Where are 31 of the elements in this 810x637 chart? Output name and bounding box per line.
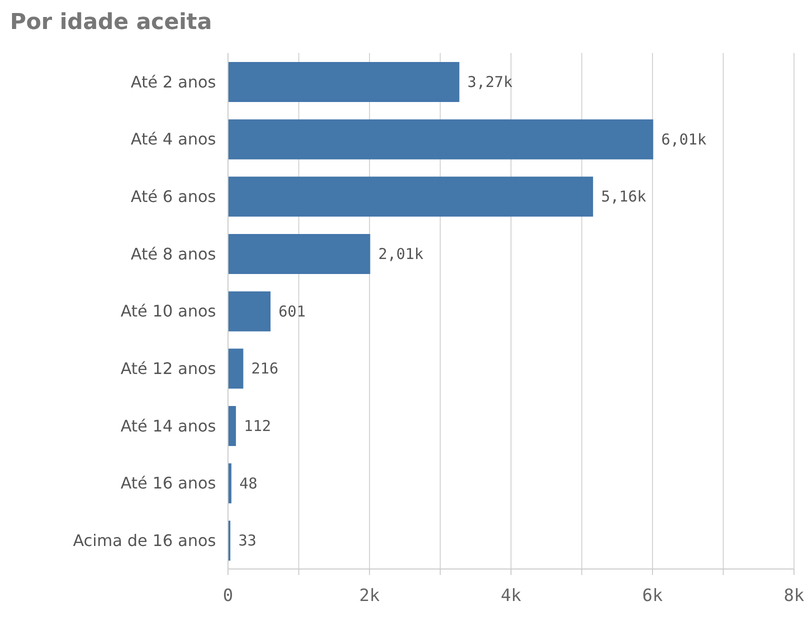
- data-label: 216: [251, 360, 278, 378]
- bar: [228, 119, 654, 160]
- x-tick-label: 4k: [500, 586, 522, 606]
- x-tick-label: 2k: [359, 586, 380, 606]
- y-tick-label: Até 8 anos: [130, 244, 216, 264]
- y-tick-label: Até 4 anos: [130, 130, 216, 149]
- y-tick-label: Até 2 anos: [130, 72, 216, 92]
- bar: [228, 348, 244, 389]
- bar: [228, 291, 271, 332]
- x-tick-label: 0: [222, 586, 234, 606]
- data-label: 3,27k: [467, 73, 513, 91]
- y-tick-label: Até 14 anos: [120, 416, 216, 436]
- x-tick-label: 6k: [642, 586, 663, 606]
- data-label: 33: [238, 532, 256, 550]
- y-tick-label: Até 16 anos: [120, 474, 216, 493]
- y-tick-label: Até 10 anos: [120, 302, 216, 321]
- data-label: 5,16k: [601, 188, 646, 206]
- y-tick-label: Até 6 anos: [130, 187, 216, 206]
- data-label: 112: [244, 417, 272, 435]
- data-label: 6,01k: [661, 130, 706, 148]
- bar: [228, 234, 370, 274]
- y-tick-label: Acima de 16 anos: [73, 531, 216, 550]
- bar: [228, 406, 236, 446]
- data-label: 48: [239, 474, 258, 492]
- chart-title: Por idade aceita: [10, 10, 213, 35]
- data-label: 601: [278, 302, 306, 320]
- x-tick-label: 8k: [784, 586, 804, 606]
- y-tick-label: Até 12 anos: [120, 359, 216, 378]
- bar: [228, 62, 460, 102]
- data-label: 2,01k: [378, 245, 424, 263]
- bar: [228, 176, 594, 217]
